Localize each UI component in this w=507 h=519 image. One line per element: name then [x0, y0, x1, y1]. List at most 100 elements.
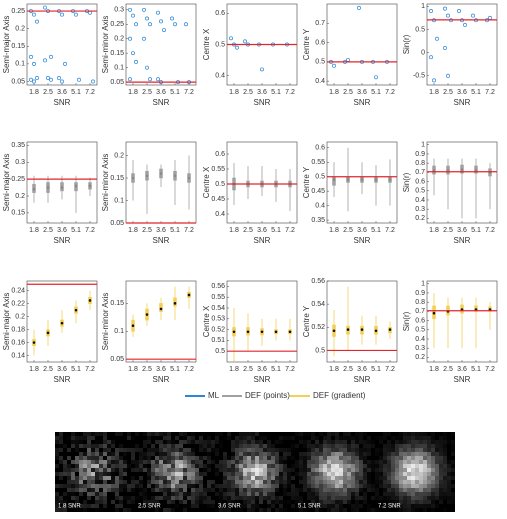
pixel [327, 496, 331, 500]
pixel [87, 464, 91, 468]
pixel [235, 472, 239, 476]
pixel [71, 444, 75, 448]
pixel [331, 488, 335, 492]
pixel [351, 452, 355, 456]
pixel [227, 492, 231, 496]
pixel [79, 448, 83, 452]
pixel [435, 500, 439, 504]
pixel [307, 492, 311, 496]
pixel [123, 432, 127, 436]
pixel [443, 444, 447, 448]
pixel [299, 488, 303, 492]
pixel [171, 464, 175, 468]
pixel [315, 452, 319, 456]
pixel [295, 504, 299, 508]
subplot: 0.20.30.40.50.60.70.80.911.8 2.5 3.6 5.1 7.2… [402, 281, 498, 384]
pixel [71, 432, 75, 436]
pixel [223, 472, 227, 476]
pixel [171, 432, 175, 436]
x-axis-label: SNR [254, 236, 271, 245]
pixel [299, 496, 303, 500]
pixel [103, 468, 107, 472]
y-tick-label: 0.55 [211, 294, 225, 301]
pixel [103, 496, 107, 500]
median [88, 184, 92, 188]
pixel [331, 456, 335, 460]
pixel [343, 492, 347, 496]
median [346, 328, 350, 331]
pixel [143, 500, 147, 504]
pixel [75, 448, 79, 452]
pixel [255, 460, 259, 464]
pixel [191, 484, 195, 488]
pixel [91, 468, 95, 472]
axes-box [125, 3, 197, 86]
pixel [155, 476, 159, 480]
pixel [135, 472, 139, 476]
pixel [367, 476, 371, 480]
pixel [331, 436, 335, 440]
pixel [247, 464, 251, 468]
pixel [335, 472, 339, 476]
pixel [303, 456, 307, 460]
pixel [371, 444, 375, 448]
pixel [447, 452, 451, 456]
pixel [111, 476, 115, 480]
pixel [131, 460, 135, 464]
y-tick-label: 0.05 [11, 78, 25, 85]
pixel [359, 476, 363, 480]
pixel [423, 444, 427, 448]
pixel [71, 440, 75, 444]
pixel [331, 504, 335, 508]
pixel [263, 468, 267, 472]
pixel [107, 456, 111, 460]
pixel [391, 432, 395, 436]
pixel [247, 508, 251, 512]
pixel [311, 500, 315, 504]
pixel [219, 484, 223, 488]
pixel [211, 472, 215, 476]
pixel [379, 468, 383, 472]
pixel [403, 444, 407, 448]
pixel [103, 504, 107, 508]
pixel [391, 440, 395, 444]
x-tick-label: 2.5 [243, 366, 253, 373]
pixel [319, 432, 323, 436]
pixel [71, 508, 75, 512]
pixel [83, 480, 87, 484]
y-tick-label: 0.51 [211, 337, 225, 344]
pixel [127, 452, 131, 456]
pixel [415, 436, 419, 440]
pixel [207, 460, 211, 464]
pixel [95, 448, 99, 452]
pixel [399, 500, 403, 504]
pixel [59, 448, 63, 452]
pixel [419, 504, 423, 508]
pixel [131, 456, 135, 460]
pixel [383, 488, 387, 492]
pixel [427, 472, 431, 476]
pixel [307, 460, 311, 464]
pixel [311, 444, 315, 448]
pixel [139, 452, 143, 456]
pixel [79, 476, 83, 480]
pixel [363, 432, 367, 436]
pixel [187, 440, 191, 444]
pixel [323, 508, 327, 512]
pixel [351, 504, 355, 508]
pixel [83, 484, 87, 488]
pixel [111, 448, 115, 452]
pixel [375, 480, 379, 484]
point [35, 19, 39, 24]
pixel [423, 472, 427, 476]
pixel [443, 488, 447, 492]
pixel [123, 484, 127, 488]
pixel [167, 488, 171, 492]
pixel [287, 436, 291, 440]
pixel [363, 492, 367, 496]
pixel [431, 504, 435, 508]
pixel [363, 496, 367, 500]
pixel [367, 460, 371, 464]
pixel [155, 432, 159, 436]
pixel [223, 444, 227, 448]
